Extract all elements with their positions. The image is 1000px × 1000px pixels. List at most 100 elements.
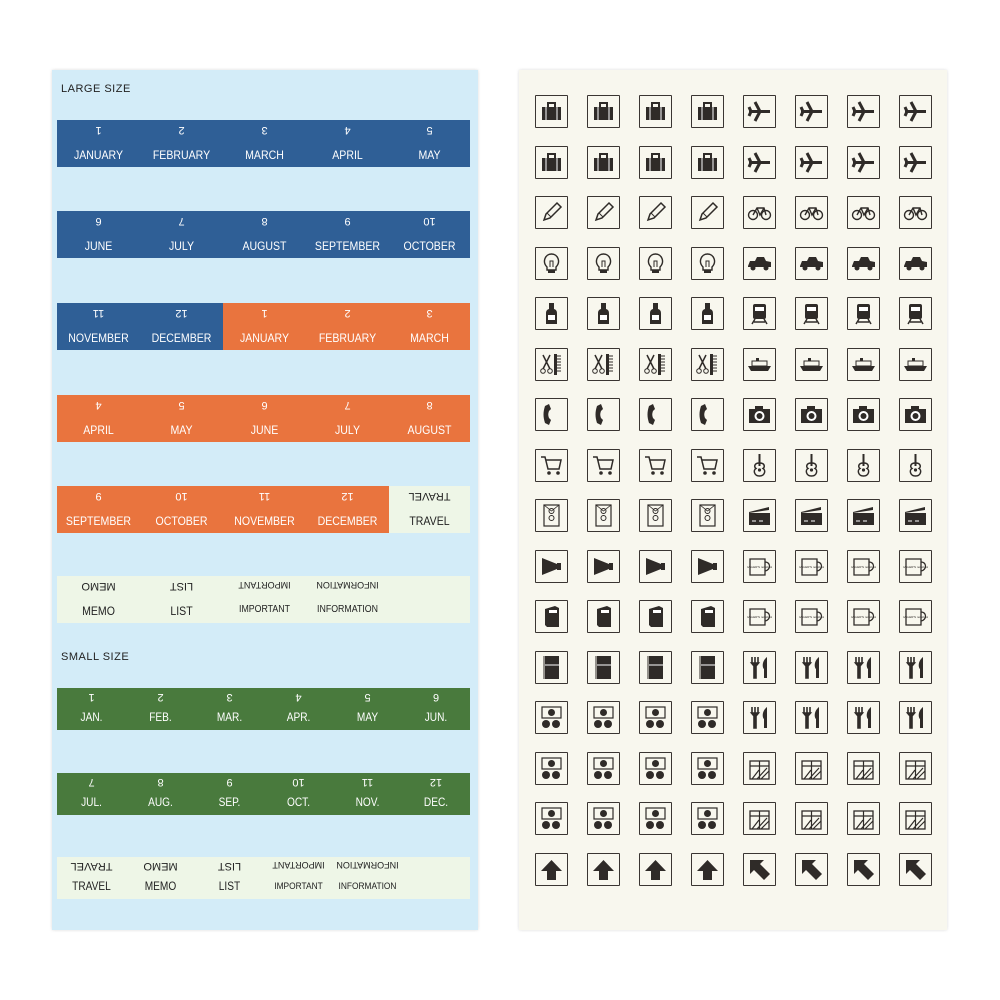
label-sticker: 6 JUN.: [402, 688, 470, 730]
car-icon: [795, 246, 828, 280]
sticker-label-text: AUGUST: [407, 423, 452, 437]
money-icon: [535, 802, 568, 835]
plane-icon: [847, 145, 880, 179]
sticker-label-text: JULY: [334, 423, 361, 437]
sticker-upside-down-text: 4: [344, 124, 351, 136]
label-sticker: 6 JUNE: [57, 211, 140, 258]
label-sticker: 10 OCT.: [264, 773, 333, 815]
sticker-upside-down-text: TRAVEL: [70, 860, 113, 872]
label-sticker: TRAVEL TRAVEL: [389, 486, 470, 533]
sticker-label-text: MAY: [170, 423, 193, 437]
sticker-label-text: SEPTEMBER: [65, 514, 132, 528]
guitar-icon: [847, 448, 880, 482]
sticker-label-text: OCTOBER: [155, 514, 208, 528]
label-sticker: 4 APRIL: [306, 120, 389, 167]
scissors-comb-icon: [587, 347, 620, 381]
sticker-upside-down-text: 8: [261, 215, 268, 227]
label-sticker: MEMO MEMO: [126, 857, 195, 899]
ship-icon: [899, 347, 932, 381]
cutlery-icon: [743, 650, 776, 684]
sticker-upside-down-text: 8: [157, 776, 164, 788]
label-sticker: 1 JAN.: [57, 688, 126, 730]
sticker-upside-down-text: 1: [95, 124, 102, 136]
sticker-upside-down-text: LIST: [217, 860, 242, 872]
train-icon: [743, 297, 776, 330]
gift-icon: [795, 802, 828, 835]
megaphone-icon: [535, 549, 568, 583]
sticker-strip: 1 JANUARY 2 FEBRUARY 3 MARCH 4 APRIL 5 MAY: [57, 120, 470, 167]
label-sticker: 1 JANUARY: [223, 303, 306, 350]
label-sticker: 11 NOV.: [333, 773, 402, 815]
label-sticker: 1 JANUARY: [57, 120, 140, 167]
label-sticker: 3 MARCH: [389, 303, 470, 350]
mug-icon: TRAVELER'S notebook: [847, 549, 880, 583]
sticker-upside-down-text: 2: [344, 307, 351, 319]
cutlery-icon: [899, 650, 932, 684]
cutlery-icon: [795, 701, 828, 734]
refrigerator-icon: [639, 650, 672, 684]
phone-icon: [691, 398, 724, 431]
money-icon: [587, 701, 620, 734]
label-sticker: IMPORTANT IMPORTANT: [264, 857, 333, 899]
sticker-upside-down-text: 11: [258, 490, 271, 502]
label-sticker: 10 OCTOBER: [140, 486, 223, 533]
light-bulb-icon: [639, 246, 672, 280]
scissors-comb-icon: [639, 347, 672, 381]
sticker-label-text: NOVEMBER: [234, 514, 295, 528]
suitcase-icon: [587, 145, 620, 179]
sticker-upside-down-text: 8: [426, 399, 433, 411]
label-sticker: 12 DECEMBER: [306, 486, 389, 533]
sticker-upside-down-text: 4: [295, 691, 302, 703]
scissors-comb-icon: [691, 347, 724, 381]
sticker-upside-down-text: 10: [423, 215, 436, 227]
sticker-upside-down-text: 11: [361, 776, 374, 788]
phone-icon: [587, 398, 620, 431]
icon-grid: TRAVELER'S notebook TRAVELER'S notebook TR…: [535, 95, 933, 886]
mug-logo-text: TRAVELER'S notebook: [799, 615, 824, 619]
suitcase-icon: [691, 95, 724, 128]
sticker-upside-down-text: IMPORTANT: [238, 580, 291, 590]
sticker-label-text: TRAVEL: [409, 514, 450, 528]
label-sticker: 5 MAY: [333, 688, 402, 730]
label-sticker: 7 JULY: [140, 211, 223, 258]
cart-icon: [639, 448, 672, 482]
sticker-label-text: JUNE: [250, 423, 279, 437]
sticker-label-text: MAR.: [216, 712, 243, 724]
money-icon: [535, 751, 568, 785]
cart-icon: [691, 448, 724, 482]
sticker-label-text: AUG.: [148, 797, 173, 809]
sticker-upside-down-text: 5: [426, 124, 433, 136]
label-sticker: 12 DEC.: [402, 773, 470, 815]
money-icon: [639, 701, 672, 734]
phone-icon: [639, 398, 672, 431]
sticker-upside-down-text: 6: [261, 399, 268, 411]
mug-logo-text: TRAVELER'S notebook: [799, 565, 824, 569]
sticker-upside-down-text: 2: [157, 691, 164, 703]
suitcase-icon: [535, 145, 568, 179]
clapperboard-icon: [795, 499, 828, 532]
label-sticker: 8 AUG.: [126, 773, 195, 815]
bicycle-icon: [847, 196, 880, 229]
mug-icon: TRAVELER'S notebook: [743, 549, 776, 583]
camera-icon: [899, 398, 932, 431]
gift-icon: [899, 751, 932, 785]
mug-logo-text: TRAVELER'S notebook: [903, 565, 928, 569]
sticker-label-text: IMPORTANT: [274, 881, 323, 892]
sticker-upside-down-text: 2: [178, 124, 185, 136]
arrow-up-icon: [587, 852, 620, 886]
book-icon: [639, 600, 672, 633]
guitar-icon: [743, 448, 776, 482]
label-sticker: 9 SEPTEMBER: [57, 486, 140, 533]
clapperboard-icon: [847, 499, 880, 532]
label-sticker: TRAVEL TRAVEL: [57, 857, 126, 899]
camera-icon: [847, 398, 880, 431]
bottle-icon: [639, 297, 672, 330]
sticker-label-text: MEMO: [144, 881, 177, 893]
large-size-label: LARGE SIZE: [61, 83, 131, 95]
label-sticker: LIST LIST: [195, 857, 264, 899]
arrow-up-icon: [691, 852, 724, 886]
ship-icon: [743, 347, 776, 381]
gift-icon: [847, 751, 880, 785]
sticker-label-text: AUGUST: [242, 239, 287, 253]
sticker-strip: 11 NOVEMBER 12 DECEMBER 1 JANUARY 2 FEBRUARY 3 MA…: [57, 303, 470, 350]
